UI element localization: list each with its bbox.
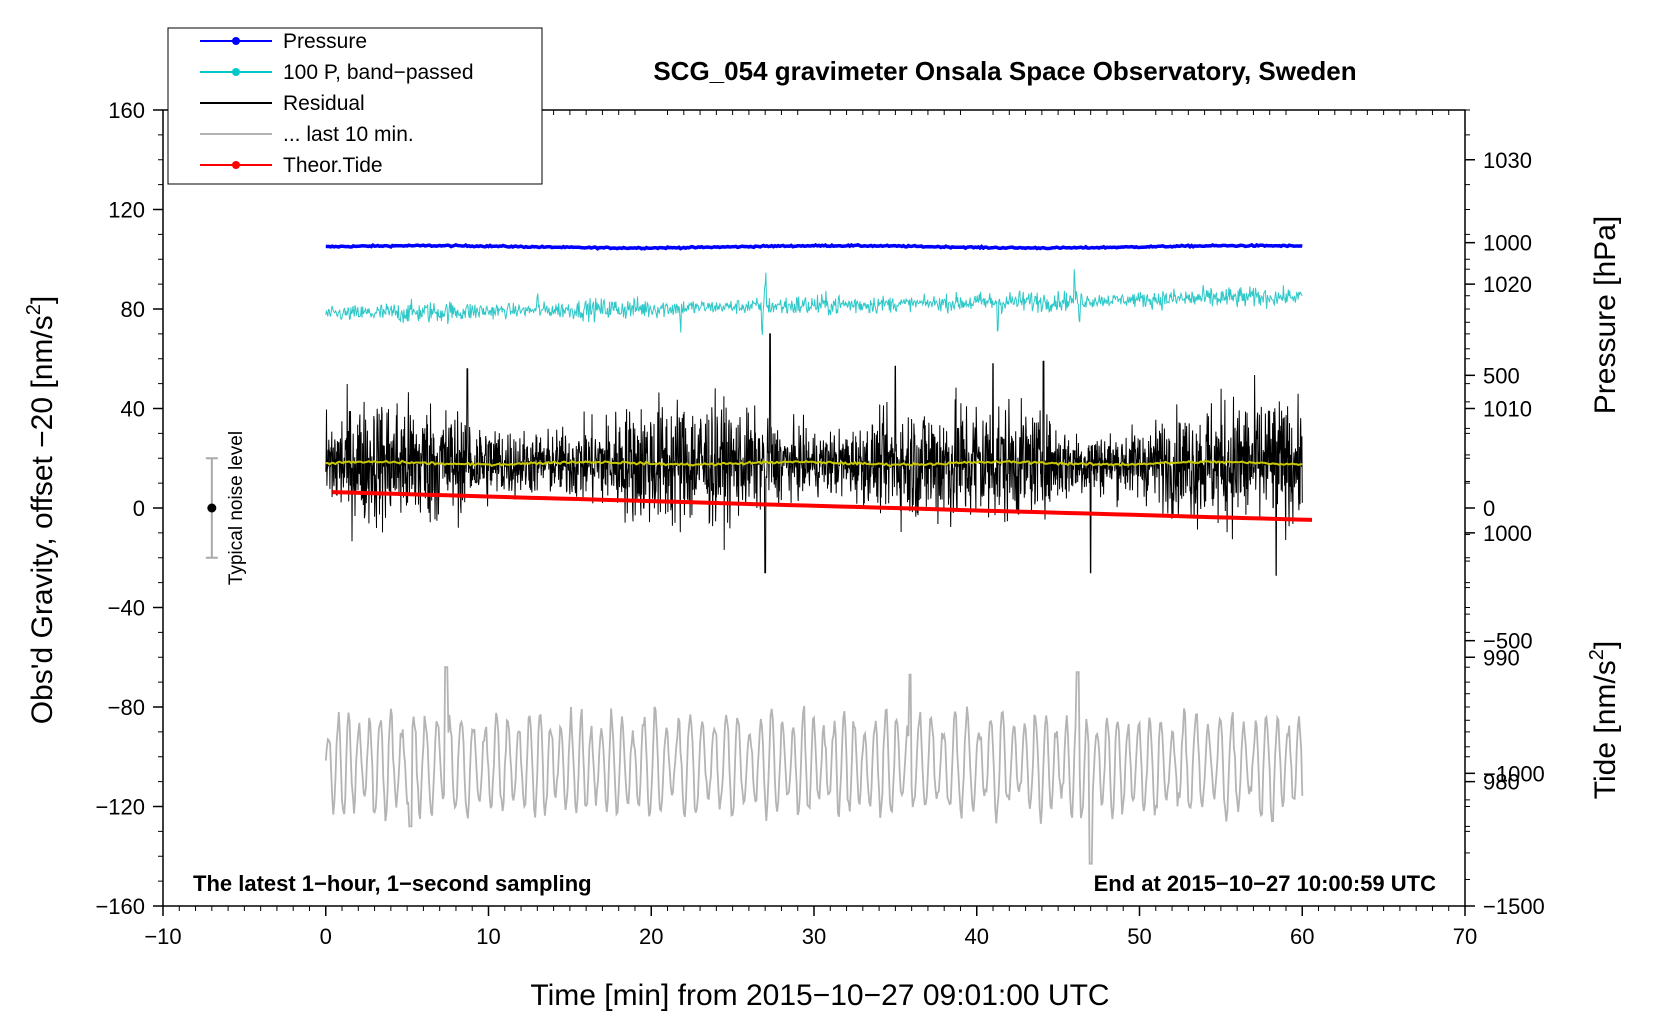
annotation-right: End at 2015−10−27 10:00:59 UTC	[1094, 871, 1437, 896]
pressure-tick-label: 980	[1483, 770, 1520, 795]
legend-label: 100 P, band−passed	[283, 61, 474, 84]
y-tick-label: 160	[108, 98, 145, 123]
noise-level-label: Typical noise level	[226, 431, 247, 585]
legend-label: Theor.Tide	[283, 154, 383, 177]
y-axis-label-tide-main: Tide [nm/s	[1589, 660, 1622, 799]
y-axis-pressure: 1030 1020 1010 1000 990 980	[1465, 109, 1532, 832]
y-axis-label-tide-end: ]	[1589, 641, 1622, 649]
legend: Pressure 100 P, band−passed Residual ... la…	[167, 27, 543, 185]
tide-tick-label: 0	[1483, 496, 1495, 521]
x-tick-label: −10	[144, 924, 181, 949]
y-axis-label-left-sup: 2	[23, 304, 45, 315]
y-axis-label-left-end: ]	[26, 296, 59, 304]
tide-tick-label: −1000	[1483, 761, 1545, 786]
x-tick-label: 10	[476, 924, 500, 949]
noise-level-bar	[205, 457, 218, 559]
y-tick-label: −80	[108, 695, 145, 720]
y-tick-label: −40	[108, 596, 145, 621]
noise-bar-point	[207, 503, 217, 513]
y-axis-label-tide-sup: 2	[1586, 649, 1608, 660]
chart-title: SCG_054 gravimeter Onsala Space Observat…	[653, 56, 1356, 86]
legend-marker	[232, 161, 240, 169]
x-tick-label: 40	[965, 924, 989, 949]
pressure-tick-label: 1020	[1483, 272, 1532, 297]
x-tick-label: 30	[802, 924, 826, 949]
x-tick-label: 50	[1127, 924, 1151, 949]
legend-box	[167, 27, 543, 185]
y-tick-label: −160	[95, 894, 145, 919]
x-axis-label: Time [min] from 2015−10−27 09:01:00 UTC	[530, 979, 1109, 1012]
y-tick-label: −120	[95, 795, 145, 820]
annotation-left: The latest 1−hour, 1−second sampling	[193, 871, 592, 896]
legend-marker	[232, 68, 240, 76]
tide-tick-label: −1500	[1483, 894, 1545, 919]
y-tick-label: 80	[121, 297, 145, 322]
tide-tick-label: 500	[1483, 363, 1520, 388]
series-pressure-bandpassed	[325, 269, 1303, 335]
y-tick-label: 0	[133, 496, 145, 521]
pressure-tick-label: 1010	[1483, 397, 1532, 422]
y-axis-label-tide: Tide [nm/s2]	[1586, 641, 1622, 799]
y-axis-label-pressure: Pressure [hPa]	[1589, 216, 1622, 414]
legend-label: Residual	[283, 92, 365, 115]
legend-label: ... last 10 min.	[283, 123, 414, 146]
x-tick-label: 60	[1290, 924, 1314, 949]
y-axis-label-left: Obs'd Gravity, offset −20 [nm/s2]	[23, 296, 59, 724]
tide-tick-label: 1000	[1483, 231, 1532, 256]
plot-area	[162, 109, 1466, 907]
series-pressure	[325, 242, 1303, 251]
x-tick-label: 70	[1453, 924, 1477, 949]
legend-label: Pressure	[283, 30, 367, 53]
y-axis-left: 160 120 80 40 0 −40 −80 −120 −160	[95, 98, 163, 919]
x-tick-label: 0	[320, 924, 332, 949]
tide-tick-label: −500	[1483, 629, 1533, 654]
x-tick-label: 20	[639, 924, 663, 949]
y-tick-label: 40	[121, 397, 145, 422]
series-layer	[324, 242, 1313, 865]
x-axis: −10 0 10 20 30 40 50 60 70	[144, 110, 1477, 949]
pressure-tick-label: 1030	[1483, 148, 1532, 173]
pressure-tick-label: 1000	[1483, 521, 1532, 546]
series-residual	[325, 333, 1303, 576]
pressure-tick-label: 990	[1483, 645, 1520, 670]
series-last-10-min	[324, 666, 1304, 865]
y-axis-tide: 1000 500 0 −500 −1000 −1500	[1465, 231, 1545, 919]
series-theoretical-tide	[332, 490, 1313, 522]
series-residual-mean	[325, 459, 1303, 468]
y-tick-label: 120	[108, 198, 145, 223]
y-axis-label-left-main: Obs'd Gravity, offset −20 [nm/s	[26, 315, 59, 724]
legend-marker	[232, 37, 240, 45]
